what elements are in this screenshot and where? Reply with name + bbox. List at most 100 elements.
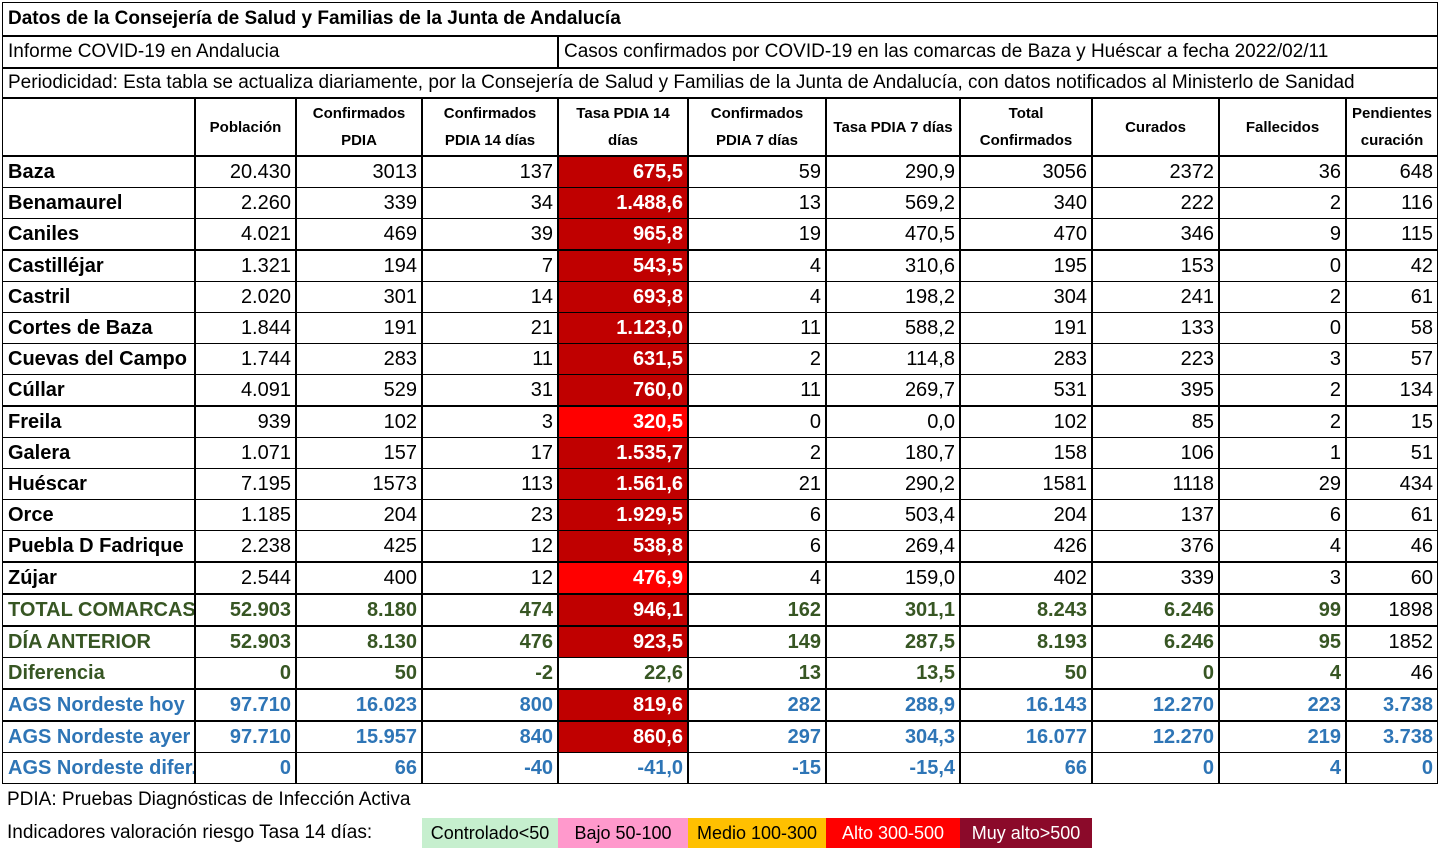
fallecidos-cell: 0 (1219, 250, 1346, 282)
tasa-14-cell: 1.929,5 (558, 499, 688, 531)
fallecidos-cell: 29 (1219, 468, 1346, 500)
fallecidos-cell: 2 (1219, 281, 1346, 313)
confirmados-14-cell: 113 (422, 468, 558, 500)
tasa-7-cell: 269,7 (826, 374, 960, 406)
report-title: Datos de la Consejería de Salud y Famili… (2, 2, 1438, 36)
poblacion-cell: 939 (195, 406, 296, 438)
confirmados-7-cell: 282 (688, 689, 826, 721)
confirmados-14-cell: 12 (422, 562, 558, 594)
confirmados-pdia-cell: 3013 (296, 156, 422, 188)
pendientes-cell: 1898 (1346, 594, 1438, 626)
indicators-label: Indicadores valoración riesgo Tasa 14 dí… (7, 822, 373, 843)
tasa-7-cell: 180,7 (826, 437, 960, 469)
fallecidos-cell: 99 (1219, 594, 1346, 626)
tasa-7-cell: 114,8 (826, 343, 960, 375)
fallecidos-cell: 2 (1219, 374, 1346, 406)
curados-cell: 137 (1092, 499, 1219, 531)
confirmados-14-cell: 34 (422, 187, 558, 219)
pendientes-cell: 134 (1346, 374, 1438, 406)
municipio-name: Baza (2, 156, 195, 188)
confirmados-14-cell: 476 (422, 626, 558, 658)
confirmados-7-cell: 4 (688, 281, 826, 313)
tasa-7-cell: 287,5 (826, 626, 960, 658)
legend-item: Muy alto>500 (960, 818, 1092, 848)
municipio-name: AGS Nordeste difer. (2, 752, 195, 784)
pendientes-cell: 46 (1346, 530, 1438, 562)
header-confirmados-7: Confirmados PDIA 7 días (688, 98, 826, 156)
tasa-14-cell: 1.561,6 (558, 468, 688, 500)
confirmados-7-cell: 11 (688, 312, 826, 344)
total-cell: 1581 (960, 468, 1092, 500)
curados-cell: 395 (1092, 374, 1219, 406)
poblacion-cell: 52.903 (195, 626, 296, 658)
pendientes-cell: 15 (1346, 406, 1438, 438)
municipio-name: Galera (2, 437, 195, 469)
confirmados-pdia-cell: 16.023 (296, 689, 422, 721)
tasa-14-cell: 22,6 (558, 657, 688, 689)
legend-item: Controlado<50 (422, 818, 558, 848)
report-name: Informe COVID-19 en Andalucia (2, 36, 558, 68)
total-cell: 66 (960, 752, 1092, 784)
tasa-14-cell: 923,5 (558, 626, 688, 658)
confirmados-7-cell: 0 (688, 406, 826, 438)
poblacion-cell: 1.071 (195, 437, 296, 469)
pendientes-cell: 116 (1346, 187, 1438, 219)
tasa-7-cell: 269,4 (826, 530, 960, 562)
poblacion-cell: 1.185 (195, 499, 296, 531)
pendientes-cell: 61 (1346, 499, 1438, 531)
municipio-name: AGS Nordeste ayer (2, 721, 195, 753)
confirmados-7-cell: 11 (688, 374, 826, 406)
report-subject: Casos confirmados por COVID-19 en las co… (558, 36, 1438, 68)
total-cell: 8.193 (960, 626, 1092, 658)
header-poblacion: Población (195, 98, 296, 156)
confirmados-pdia-cell: 1573 (296, 468, 422, 500)
curados-cell: 133 (1092, 312, 1219, 344)
total-cell: 204 (960, 499, 1092, 531)
municipio-name: AGS Nordeste hoy (2, 689, 195, 721)
poblacion-cell: 2.238 (195, 530, 296, 562)
curados-cell: 0 (1092, 657, 1219, 689)
tasa-7-cell: 310,6 (826, 250, 960, 282)
header-curados: Curados (1092, 98, 1219, 156)
confirmados-pdia-cell: 66 (296, 752, 422, 784)
fallecidos-cell: 2 (1219, 406, 1346, 438)
total-cell: 304 (960, 281, 1092, 313)
tasa-14-cell: -41,0 (558, 752, 688, 784)
confirmados-14-cell: 800 (422, 689, 558, 721)
tasa-14-cell: 1.123,0 (558, 312, 688, 344)
fallecidos-cell: 95 (1219, 626, 1346, 658)
curados-cell: 6.246 (1092, 626, 1219, 658)
municipio-name: Diferencia (2, 657, 195, 689)
legend-item: Medio 100-300 (688, 818, 826, 848)
municipio-name: TOTAL COMARCAS (2, 594, 195, 626)
total-cell: 283 (960, 343, 1092, 375)
pendientes-cell: 51 (1346, 437, 1438, 469)
tasa-14-cell: 760,0 (558, 374, 688, 406)
curados-cell: 6.246 (1092, 594, 1219, 626)
confirmados-14-cell: 31 (422, 374, 558, 406)
legend-item: Bajo 50-100 (558, 818, 688, 848)
tasa-7-cell: 588,2 (826, 312, 960, 344)
fallecidos-cell: 4 (1219, 752, 1346, 784)
confirmados-pdia-cell: 191 (296, 312, 422, 344)
tasa-7-cell: 290,9 (826, 156, 960, 188)
confirmados-7-cell: 21 (688, 468, 826, 500)
total-cell: 191 (960, 312, 1092, 344)
curados-cell: 12.270 (1092, 689, 1219, 721)
fallecidos-cell: 2 (1219, 187, 1346, 219)
confirmados-14-cell: 23 (422, 499, 558, 531)
header-blank (2, 98, 195, 156)
curados-cell: 376 (1092, 530, 1219, 562)
fallecidos-cell: 36 (1219, 156, 1346, 188)
total-cell: 470 (960, 218, 1092, 250)
municipio-name: Freila (2, 406, 195, 438)
tasa-14-cell: 320,5 (558, 406, 688, 438)
header-tasa-14: Tasa PDIA 14 días (558, 98, 688, 156)
confirmados-14-cell: -2 (422, 657, 558, 689)
fallecidos-cell: 3 (1219, 562, 1346, 594)
confirmados-14-cell: 21 (422, 312, 558, 344)
tasa-7-cell: 569,2 (826, 187, 960, 219)
fallecidos-cell: 1 (1219, 437, 1346, 469)
municipio-name: Castril (2, 281, 195, 313)
